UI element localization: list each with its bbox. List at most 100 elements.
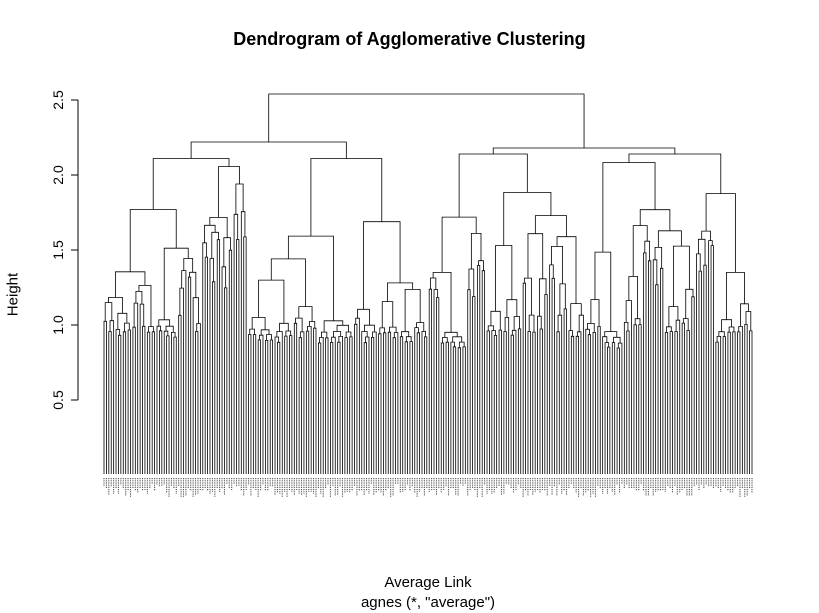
merge-link: [325, 337, 329, 474]
merge-link: [364, 336, 370, 474]
merge-link: [166, 335, 170, 474]
merge-link: [146, 331, 151, 474]
merge-link: [372, 331, 377, 474]
merge-link: [745, 311, 752, 331]
merge-link: [171, 332, 176, 474]
merge-link: [557, 314, 563, 474]
merge-link: [452, 336, 463, 343]
merge-link: [556, 331, 560, 474]
merge-link: [660, 267, 664, 474]
merge-link: [701, 230, 711, 241]
merge-link: [139, 303, 145, 474]
merge-link: [604, 331, 618, 338]
merge-link: [470, 233, 482, 269]
merge-link: [575, 335, 579, 474]
merge-link: [718, 331, 725, 337]
merge-link: [728, 326, 735, 333]
merge-link: [669, 331, 673, 474]
merge-link: [287, 235, 334, 321]
merge-link: [109, 320, 115, 474]
merge-link: [626, 330, 630, 474]
merge-link: [611, 342, 616, 474]
merge-link: [587, 334, 591, 474]
merge-link: [568, 330, 573, 474]
merge-link: [266, 334, 272, 341]
merge-link: [652, 259, 658, 474]
merge-link: [503, 192, 552, 246]
merge-link: [468, 268, 475, 297]
merge-link: [317, 342, 322, 474]
merge-link: [551, 246, 563, 284]
merge-link: [685, 288, 694, 319]
merge-link: [732, 331, 736, 474]
merge-link: [487, 325, 495, 331]
merge-link: [628, 276, 638, 319]
merge-link: [274, 336, 280, 474]
merge-link: [252, 334, 257, 474]
merge-link: [405, 336, 412, 342]
merge-link: [478, 260, 484, 271]
merge-link: [462, 346, 466, 474]
merge-link: [491, 330, 496, 474]
merge-link: [726, 272, 745, 320]
merge-link: [537, 315, 542, 474]
merge-link: [703, 264, 707, 474]
merge-link: [698, 270, 702, 474]
merge-link: [681, 322, 685, 474]
merge-link: [436, 297, 440, 474]
merge-link: [486, 330, 490, 474]
merge-link: [674, 331, 678, 474]
merge-link: [307, 326, 312, 474]
merge-link: [442, 337, 448, 343]
merge-link: [132, 326, 136, 474]
merge-link: [108, 331, 112, 474]
merge-link: [363, 342, 367, 474]
merge-link: [492, 147, 676, 154]
merge-link: [602, 162, 656, 253]
merge-link: [251, 317, 266, 330]
merge-link: [597, 326, 601, 474]
y-tick-label: 0.5: [50, 390, 66, 410]
merge-link: [361, 331, 368, 474]
merge-link: [523, 277, 532, 316]
merge-link: [617, 342, 623, 474]
merge-link: [293, 322, 298, 474]
merge-link: [276, 331, 283, 474]
merge-link: [135, 291, 143, 305]
merge-link: [493, 335, 498, 474]
merge-link: [696, 253, 701, 474]
merge-link: [498, 329, 502, 474]
merge-link: [279, 322, 289, 332]
merge-link: [129, 209, 177, 272]
merge-link: [181, 270, 187, 474]
merge-link: [148, 326, 154, 333]
merge-link: [444, 331, 458, 338]
merge-link: [277, 341, 281, 474]
merge-link: [138, 285, 152, 327]
merge-link: [393, 332, 399, 474]
merge-link: [517, 328, 522, 474]
merge-link: [152, 158, 230, 210]
merge-link: [163, 330, 169, 474]
merge-link: [749, 330, 753, 474]
merge-link: [441, 216, 477, 273]
merge-link: [285, 330, 292, 337]
merge-link: [432, 272, 452, 333]
merge-link: [428, 288, 433, 474]
merge-link: [204, 256, 208, 474]
merge-link: [481, 270, 486, 474]
merge-link: [722, 336, 726, 474]
dendrogram-tree: [103, 93, 753, 474]
merge-link: [467, 289, 471, 474]
merge-link: [430, 277, 437, 290]
merge-link: [539, 278, 547, 317]
merge-link: [378, 333, 382, 474]
merge-link: [249, 328, 255, 335]
y-tick-label: 2.0: [50, 165, 66, 185]
y-tick-label: 2.5: [50, 90, 66, 110]
merge-link: [233, 213, 239, 474]
merge-link: [178, 314, 182, 474]
merge-link: [506, 299, 518, 318]
merge-link: [323, 320, 344, 333]
